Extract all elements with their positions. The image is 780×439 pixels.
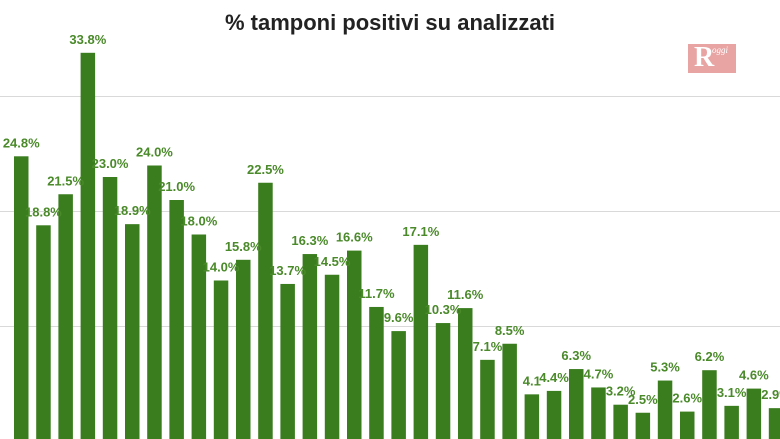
- bar: [746, 388, 762, 439]
- chart-title: % tamponi positivi su analizzati: [224, 10, 556, 35]
- bar: [657, 380, 673, 439]
- bar: [569, 369, 584, 439]
- bar-value-label: 2.6%: [672, 391, 702, 406]
- bar-value-label: 4.6%: [739, 368, 769, 383]
- bar-value-label: 7.1%: [473, 339, 503, 354]
- bar-value-label: 21.0%: [158, 179, 195, 194]
- bar-value-label: 9.6%: [384, 310, 414, 325]
- bar: [502, 343, 517, 439]
- bar-value-label: 24.0%: [136, 145, 173, 160]
- bar: [613, 404, 628, 439]
- bar: [80, 52, 96, 439]
- bar: [724, 405, 739, 439]
- bar-value-label: 14.0%: [203, 260, 240, 275]
- bar-value-label: 22.5%: [247, 162, 284, 177]
- bar-value-label: 3.2%: [606, 384, 636, 399]
- bar-value-label: 3.1%: [717, 385, 747, 400]
- bar-value-label: 16.6%: [336, 230, 373, 245]
- bar: [347, 250, 362, 439]
- bar: [324, 274, 340, 439]
- bar: [546, 390, 562, 439]
- bar: [768, 408, 780, 439]
- bar-value-label: 17.1%: [402, 224, 439, 239]
- bar: [58, 194, 73, 439]
- bar: [702, 370, 717, 439]
- bar: [14, 156, 29, 439]
- bar: [147, 165, 162, 439]
- bar-value-label: 8.5%: [495, 323, 525, 338]
- bar: [524, 394, 540, 439]
- bar: [125, 224, 140, 439]
- bars: [14, 52, 780, 439]
- bar-value-label: 16.3%: [291, 233, 328, 248]
- bar: [435, 323, 451, 439]
- bar-value-label: 23.0%: [92, 156, 129, 171]
- bar-value-label: 10.3%: [425, 302, 462, 317]
- bar: [302, 254, 318, 439]
- bar: [458, 308, 473, 439]
- bar: [213, 280, 229, 439]
- brand-logo: R oggi: [688, 42, 736, 73]
- bar-value-label: 24.8%: [3, 135, 40, 150]
- bar: [169, 200, 184, 439]
- bar-value-label: 21.5%: [47, 173, 84, 188]
- bar-value-label: 11.7%: [358, 286, 395, 301]
- bar-value-label: 15.8%: [225, 239, 262, 254]
- bar-value-label: 6.2%: [695, 349, 725, 364]
- bar-value-label: 2.9%: [761, 387, 780, 402]
- bar: [413, 244, 429, 439]
- bar: [36, 225, 51, 439]
- logo-letter: R: [694, 42, 715, 73]
- bar: [680, 411, 695, 439]
- bar-value-label: 11.6%: [447, 287, 484, 302]
- bar: [258, 182, 273, 439]
- bar-value-label: 4.7%: [584, 366, 614, 381]
- bar: [635, 412, 651, 439]
- bar: [591, 387, 606, 439]
- bar-value-label: 14.5%: [314, 254, 351, 269]
- bar: [191, 234, 207, 439]
- bar-value-label: 18.0%: [180, 214, 217, 229]
- bar-value-label: 18.8%: [25, 204, 62, 219]
- bar: [480, 359, 495, 439]
- bar-labels: 24.8% 18.8% 21.5% 33.8% 23.0% 18.9% 24.0% 21.0%…: [3, 32, 780, 407]
- bar-value-label: 33.8%: [69, 32, 106, 47]
- bar-value-label: 6.3%: [561, 348, 591, 363]
- bar: [236, 259, 251, 439]
- bar: [102, 177, 118, 439]
- bar-value-label: 18.9%: [114, 203, 151, 218]
- logo-subtext: oggi: [712, 45, 729, 55]
- bar-value-label: 4.1: [523, 373, 541, 388]
- bar: [280, 283, 295, 439]
- bar: [391, 331, 406, 439]
- bar: [369, 306, 384, 439]
- bar-value-label: 13.7%: [269, 263, 306, 278]
- bar-value-label: 5.3%: [650, 360, 680, 375]
- bar-value-label: 4.4%: [539, 370, 569, 385]
- bar-value-label: 2.5%: [628, 392, 658, 407]
